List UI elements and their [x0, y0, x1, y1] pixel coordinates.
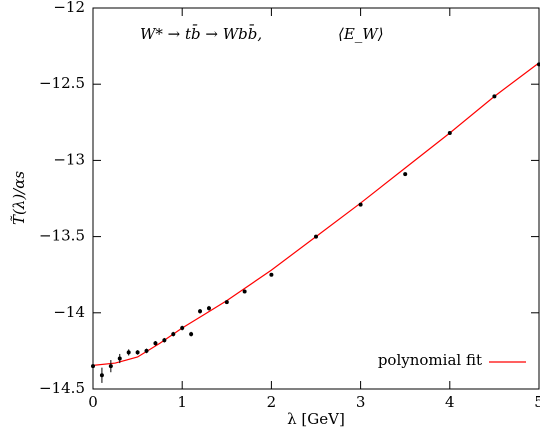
- data-point: [314, 234, 318, 239]
- data-point: [189, 332, 194, 337]
- data-point: [358, 202, 363, 207]
- x-tick-label: 5: [534, 393, 540, 411]
- data-point: [269, 272, 274, 277]
- annotation: ⟨E_W⟩: [338, 25, 384, 43]
- data-point: [206, 306, 211, 311]
- data-point: [91, 364, 95, 369]
- x-axis-label: λ [GeV]: [287, 410, 345, 428]
- annotation: W* → tb̄ → Wbb̄,: [140, 25, 262, 43]
- x-tick-label: 0: [88, 393, 98, 411]
- x-tick-label: 3: [356, 393, 366, 411]
- data-point: [198, 309, 203, 314]
- y-axis-label: T̃(λ)/αs: [10, 171, 28, 225]
- data-point: [447, 130, 452, 135]
- data-point: [180, 326, 185, 331]
- data-point: [171, 332, 176, 337]
- y-tick-label: −12.5: [39, 74, 85, 92]
- data-point: [492, 94, 497, 99]
- y-tick-label: −14.5: [39, 379, 85, 397]
- data-point: [135, 350, 140, 355]
- x-tick-label: 4: [445, 393, 455, 411]
- x-tick-label: 2: [267, 393, 277, 411]
- data-point: [126, 350, 131, 355]
- data-point: [242, 289, 247, 294]
- data-point: [224, 300, 229, 305]
- legend-label: polynomial fit: [378, 351, 482, 369]
- y-tick-label: −14: [53, 303, 85, 321]
- y-tick-label: −13: [53, 150, 85, 168]
- x-tick-label: 1: [177, 393, 187, 411]
- fit-line: [92, 62, 540, 366]
- data-point: [117, 356, 122, 361]
- data-point: [153, 341, 158, 346]
- y-tick-label: −13.5: [39, 227, 85, 245]
- data-point: [162, 338, 167, 343]
- y-tick-label: −12: [53, 0, 85, 16]
- data-point: [108, 364, 113, 369]
- plot-frame: [92, 7, 540, 390]
- data-point: [403, 172, 408, 177]
- data-point: [99, 373, 104, 378]
- data-point: [537, 62, 540, 67]
- data-point: [144, 348, 149, 353]
